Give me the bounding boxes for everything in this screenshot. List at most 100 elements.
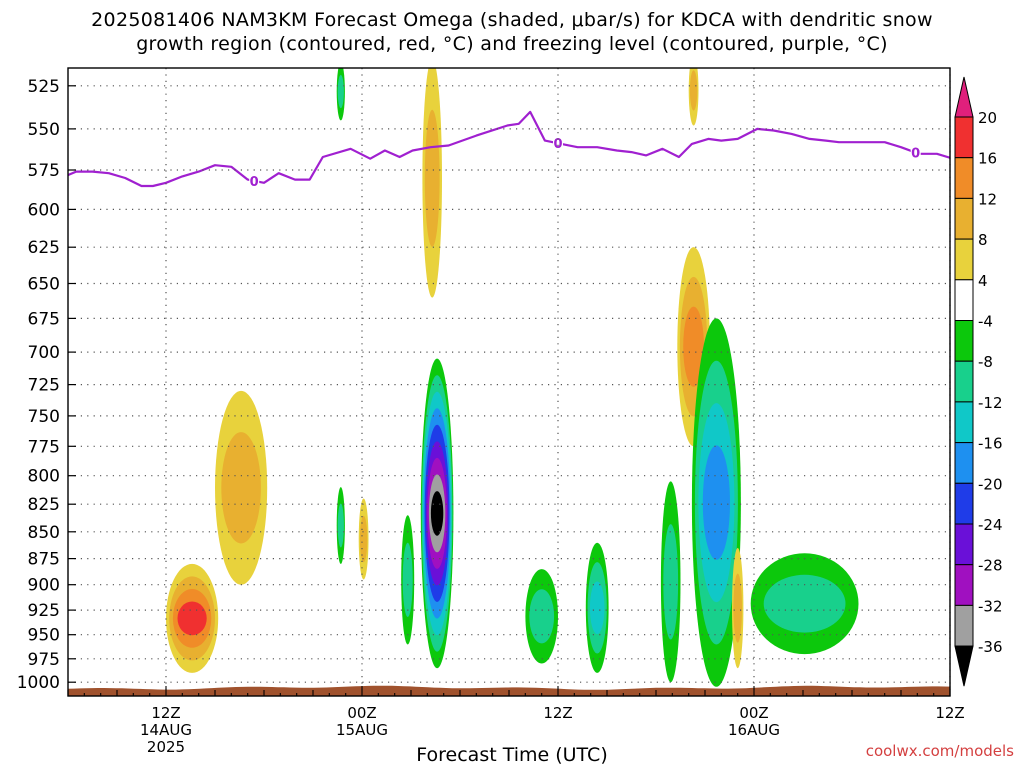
y-tick-label: 625 [28, 238, 60, 258]
colorbar-bin [954, 401, 974, 444]
y-tick-label: 725 [28, 376, 60, 396]
omega-level-8 [733, 573, 742, 643]
x-tick-label: 12Z [151, 704, 180, 722]
omega-level--8 [663, 524, 679, 640]
omega-level-8 [221, 432, 261, 544]
colorbar-top-extend [954, 76, 974, 118]
x-tick-label: 15AUG [336, 721, 388, 739]
omega-feature-7 [401, 515, 415, 645]
omega-level--12 [589, 581, 605, 635]
omega-feature-16 [750, 553, 859, 655]
omega-level-8 [424, 109, 440, 247]
axes: 525 550 575 600 625 650 675 700 725 750 775 800 825 8… [17, 67, 965, 756]
omega-feature-11 [660, 481, 681, 683]
omega-feature-8 [420, 358, 454, 669]
y-tick-label: 875 [28, 550, 60, 570]
omega-level--8 [763, 574, 846, 633]
omega-level-12 [683, 306, 704, 387]
y-tick-label: 975 [28, 650, 60, 670]
freezing-level-label-bg [249, 173, 260, 188]
colorbar-label: 12 [978, 190, 997, 208]
colorbar-label: -8 [978, 353, 993, 371]
y-tick-label: 900 [28, 576, 60, 596]
omega-feature-10 [585, 542, 609, 673]
colorbar-bin [954, 238, 974, 281]
omega-level--8 [402, 542, 413, 618]
colorbar-bin [954, 279, 974, 321]
plot-area: 0 0 0 [68, 68, 950, 696]
chart-title-line2: growth region (contoured, red, °C) and f… [136, 33, 888, 55]
x-tick-label: 00Z [347, 704, 376, 722]
y-tick-label: 950 [28, 626, 60, 646]
colorbar-bin [954, 320, 974, 362]
omega-feature-15 [732, 548, 744, 669]
colorbar-label: -4 [978, 313, 993, 331]
x-tick-label: 16AUG [728, 721, 780, 739]
colorbar-label: -24 [978, 516, 1003, 534]
x-tick-label: 12Z [935, 704, 964, 722]
omega-feature-4 [336, 487, 345, 564]
x-axis-title: Forecast Time (UTC) [416, 744, 608, 766]
colorbar-label: 8 [978, 231, 988, 249]
colorbar-label: 20 [978, 109, 997, 127]
y-tick-label: 825 [28, 495, 60, 515]
omega-level--8 [529, 589, 555, 644]
omega-feature-3 [336, 68, 345, 121]
colorbar: 20 16 12 8 4 -4 -8 -12 -16 -20 -24 -28 -32 -36 [954, 76, 1003, 687]
y-tick-label: 600 [28, 200, 60, 220]
y-tick-label: 575 [28, 161, 60, 181]
omega-level--8 [337, 503, 344, 548]
colorbar-label: -12 [978, 394, 1003, 412]
colorbar-bin [954, 116, 974, 159]
y-tick-label: 800 [28, 467, 60, 487]
x-tick-label: 00Z [739, 704, 768, 722]
colorbar-bin [954, 360, 974, 403]
chart-title-line1: 2025081406 NAM3KM Forecast Omega (shaded… [91, 9, 933, 31]
omega-feature-1 [166, 563, 219, 673]
colorbar-bin [954, 604, 974, 647]
colorbar-label: -36 [978, 638, 1003, 656]
colorbar-bottom-extend [954, 645, 974, 687]
colorbar-label: -28 [978, 557, 1003, 575]
y-tick-label: 650 [28, 275, 60, 295]
y-tick-label: 550 [28, 120, 60, 140]
freezing-level-label: 0 [911, 147, 920, 162]
credit-text: coolwx.com/models [865, 742, 1014, 760]
colorbar-bin [954, 157, 974, 199]
omega-level--36 [430, 491, 444, 536]
freezing-level-label-bg [910, 145, 921, 160]
colorbar-bin [954, 197, 974, 240]
freezing-level-label: 0 [250, 175, 259, 190]
colorbar-label: -32 [978, 597, 1003, 615]
y-tick-label: 675 [28, 309, 60, 329]
y-tick-label: 750 [28, 407, 60, 427]
y-tick-label: 700 [28, 343, 60, 363]
x-tick-label: 12Z [543, 704, 572, 722]
colorbar-label: 16 [978, 150, 997, 168]
y-tick-label: 1000 [17, 673, 60, 693]
colorbar-bin [954, 523, 974, 566]
y-tick-label: 850 [28, 523, 60, 543]
omega-feature-2 [215, 390, 268, 585]
omega-level--8 [337, 74, 344, 109]
omega-level--16 [702, 445, 731, 560]
colorbar-label: -20 [978, 475, 1003, 493]
colorbar-bin [954, 442, 974, 484]
omega-feature-6 [422, 68, 442, 298]
y-tick-label: 525 [28, 77, 60, 97]
colorbar-label: 4 [978, 272, 988, 290]
freezing-level-label: 0 [553, 137, 562, 152]
freezing-level-line [68, 110, 950, 188]
x-tick-label: 2025 [147, 738, 185, 756]
freezing-level-label-bg [553, 136, 563, 151]
colorbar-label: -16 [978, 435, 1003, 453]
omega-level-16 [177, 601, 207, 636]
x-tick-label: 14AUG [140, 721, 192, 739]
y-tick-label: 925 [28, 601, 60, 621]
omega-feature-9 [525, 569, 558, 664]
omega-feature-5 [358, 498, 369, 580]
y-tick-label: 775 [28, 437, 60, 457]
omega-feature-13 [688, 68, 699, 126]
omega-level-8 [359, 515, 368, 563]
